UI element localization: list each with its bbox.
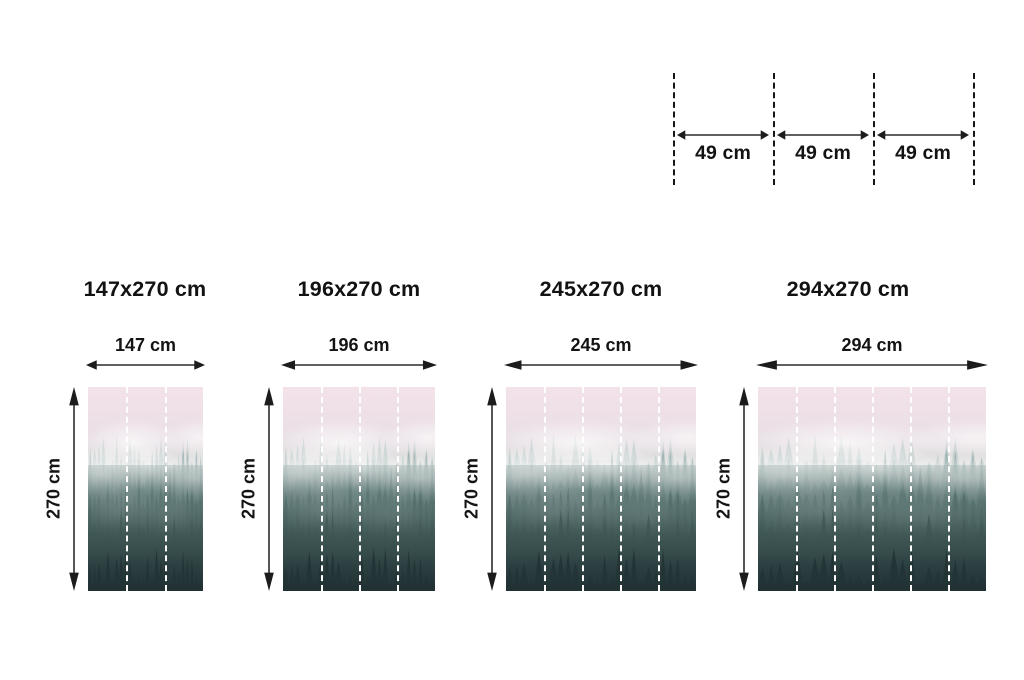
- legend-segment-1: 49 cm: [677, 128, 769, 180]
- panel-title-3: 245x270 cm: [539, 277, 663, 301]
- bottom-shadow-layer: [88, 554, 203, 591]
- bottom-shadow-layer: [506, 554, 696, 591]
- legend-guide-line-1: [673, 73, 675, 185]
- strip-width-legend: 49 cm 49 cm 49 cm: [673, 73, 975, 185]
- legend-measure-label-3: 49 cm: [895, 142, 951, 164]
- legend-segment-3: 49 cm: [877, 128, 969, 180]
- width-label-4: 294 cm: [841, 335, 903, 355]
- legend-guide-line-4: [973, 73, 975, 185]
- legend-double-arrow-icon-2: [777, 128, 869, 142]
- width-label-2: 196 cm: [328, 335, 390, 355]
- width-dimension-arrow-4: [756, 358, 988, 372]
- strip-seam-2-1: [321, 387, 323, 591]
- width-dimension-arrow-2: [281, 358, 437, 372]
- panel-title-4: 294x270 cm: [786, 277, 910, 301]
- legend-guide-line-3: [873, 73, 875, 185]
- height-dimension-arrow-3: [485, 387, 499, 591]
- width-dimension-arrow-3: [504, 358, 698, 372]
- mural-preview-4[interactable]: [758, 387, 986, 591]
- height-dimension-arrow-4: [737, 387, 751, 591]
- legend-measure-label-1: 49 cm: [695, 142, 751, 164]
- strip-seam-1-1: [126, 387, 129, 591]
- strip-seam-3-2: [582, 387, 584, 591]
- width-label-1: 147 cm: [114, 335, 177, 355]
- legend-double-arrow-icon-1: [677, 128, 769, 142]
- strip-seam-4-2: [834, 387, 836, 591]
- strip-seam-3-4: [658, 387, 660, 591]
- panel-title-1: 147x270 cm: [83, 277, 207, 301]
- strip-seam-3-1: [544, 387, 546, 591]
- strip-seam-1-2: [164, 387, 167, 591]
- strip-seam-4-4: [910, 387, 912, 591]
- strip-seam-2-3: [397, 387, 399, 591]
- legend-segment-2: 49 cm: [777, 128, 869, 180]
- panel-title-2: 196x270 cm: [297, 277, 421, 301]
- width-label-3: 245 cm: [570, 335, 632, 355]
- strip-seam-4-1: [796, 387, 798, 591]
- height-dimension-arrow-1: [67, 387, 81, 591]
- strip-seam-3-3: [620, 387, 622, 591]
- strip-seam-4-3: [872, 387, 874, 591]
- height-label-4: 270 cm: [713, 457, 734, 520]
- legend-double-arrow-icon-3: [877, 128, 969, 142]
- legend-guide-line-2: [773, 73, 775, 185]
- width-dimension-arrow-1: [86, 358, 205, 372]
- legend-measure-label-2: 49 cm: [795, 142, 851, 164]
- strip-seam-4-5: [948, 387, 950, 591]
- height-dimension-arrow-2: [262, 387, 276, 591]
- strip-seam-2-2: [359, 387, 361, 591]
